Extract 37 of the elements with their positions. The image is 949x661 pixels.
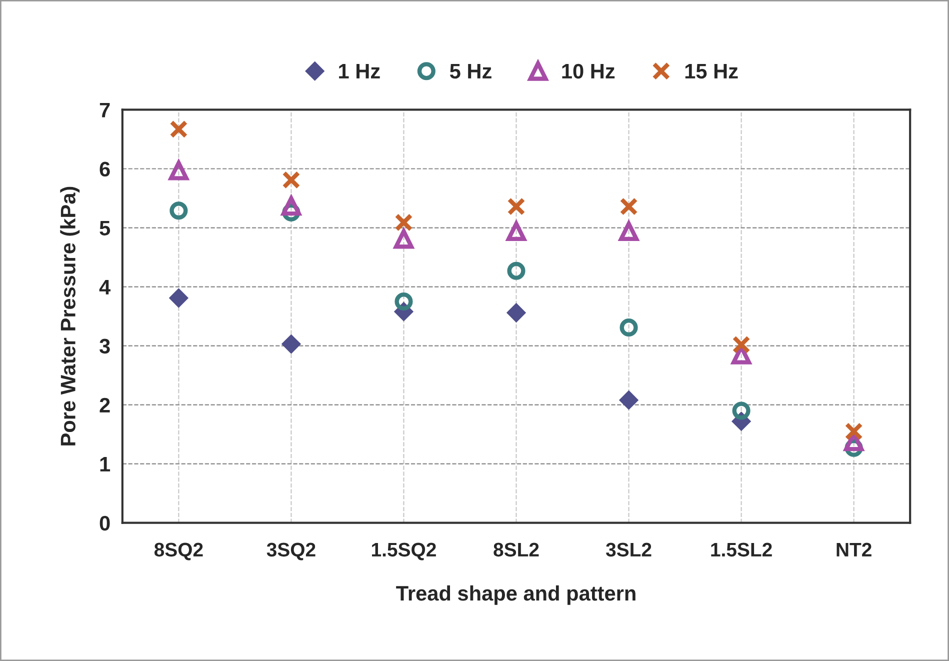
point — [169, 288, 188, 308]
point — [170, 202, 188, 220]
point — [620, 318, 638, 337]
point — [170, 120, 188, 138]
point — [282, 170, 300, 189]
y-tick-label: 4 — [99, 280, 111, 294]
point — [732, 336, 750, 354]
legend-label: 5 Hz — [450, 64, 492, 79]
x-tick-label: 3SQ2 — [266, 542, 316, 560]
x-tick-label: 8SQ2 — [154, 542, 203, 560]
legend-label: 15 Hz — [685, 64, 738, 79]
point — [844, 422, 863, 440]
legend-label: 10 Hz — [562, 64, 615, 79]
point — [619, 390, 638, 410]
x-tick-label: NT2 — [836, 542, 872, 556]
y-tick-label: 2 — [100, 398, 110, 412]
point — [506, 303, 526, 322]
x-tick-label: 8SL2 — [494, 542, 539, 557]
y-tick-label: 5 — [100, 220, 110, 236]
x-tick-label: 1.5SL2 — [711, 542, 772, 557]
y-axis-title: Pore Water Pressure (kPa) — [60, 186, 80, 446]
x-tick-label: 3SL2 — [606, 542, 652, 557]
y-tick-label: 7 — [100, 102, 110, 118]
y-tick-label: 3 — [100, 338, 110, 354]
point — [394, 213, 413, 232]
point — [620, 197, 638, 216]
legend-label: 1 Hz — [339, 64, 380, 78]
point — [394, 292, 413, 311]
y-tick-label: 1 — [100, 457, 110, 472]
point — [507, 262, 526, 280]
point — [282, 334, 301, 354]
y-tick-label: 0 — [100, 516, 110, 531]
point — [732, 402, 750, 420]
x-axis-title: Tread shape and pattern — [396, 585, 636, 605]
x-tick-label: 1.5SQ2 — [372, 542, 436, 560]
point — [507, 197, 526, 216]
y-tick-label: 6 — [100, 162, 110, 176]
